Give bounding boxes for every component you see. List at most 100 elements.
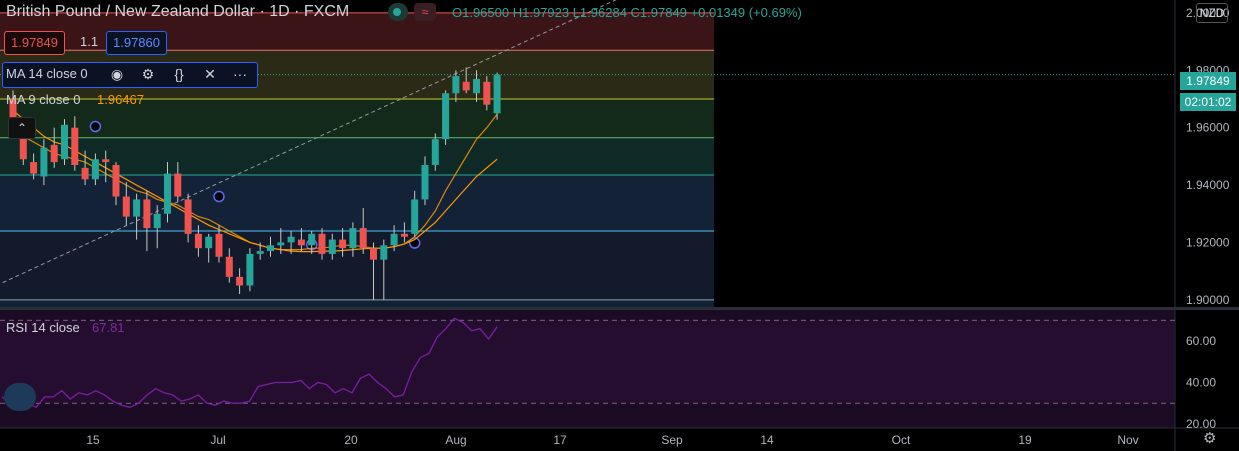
trend-line	[2, 0, 617, 284]
candle-body	[153, 213, 161, 229]
candle-body	[205, 236, 213, 249]
candle-body	[102, 159, 110, 163]
candle-body	[370, 248, 377, 260]
ma9-label: MA 9 close 0	[6, 92, 81, 107]
bar-countdown: 02:01:02	[1180, 93, 1236, 111]
fib-band	[0, 98, 714, 138]
candle-body	[184, 199, 192, 234]
candle-body	[277, 242, 285, 246]
buy-button[interactable]: 1.97860	[106, 31, 167, 55]
candle-body	[267, 245, 274, 252]
current-price-label: 1.97849	[1180, 72, 1236, 90]
time-tick-label: 17	[553, 433, 567, 447]
candle-body	[390, 233, 398, 246]
candle-body	[473, 78, 480, 94]
rsi-label: RSI 14 close	[6, 320, 80, 335]
candle-body	[349, 228, 357, 249]
candle-body	[236, 276, 244, 286]
market-status-icon[interactable]	[388, 3, 408, 21]
candle-body	[318, 233, 326, 254]
candle-body	[91, 159, 99, 180]
time-tick-label: Sep	[661, 433, 683, 447]
candle-body	[493, 74, 501, 114]
candle-body	[421, 164, 429, 200]
settings-gear-icon[interactable]: ⚙	[1203, 430, 1217, 447]
candle-body	[61, 124, 68, 160]
candle-body	[30, 162, 38, 174]
candle-body	[164, 173, 171, 214]
trend-anchor	[89, 120, 102, 133]
collapse-legend-button[interactable]: ⌃	[8, 117, 36, 139]
ma14-legend[interactable]	[2, 62, 258, 88]
candle-body	[339, 239, 347, 249]
candle-body	[19, 136, 27, 160]
candle-body	[174, 173, 182, 197]
candle-body	[50, 144, 58, 163]
candle-body	[297, 239, 305, 246]
rsi-tick-label: 20.00	[1186, 417, 1216, 431]
fib-band	[0, 137, 714, 176]
candle-body	[9, 98, 17, 134]
price-tick-label: 1.94000	[1186, 178, 1230, 192]
candle-body	[400, 233, 408, 237]
trend-anchor	[213, 190, 225, 203]
close-icon[interactable]: ✕	[204, 66, 216, 82]
candle-body	[40, 147, 48, 177]
rsi-tick-label: 40.00	[1186, 375, 1216, 389]
candle-body	[380, 245, 388, 260]
candle-body	[246, 253, 254, 286]
time-tick-label: Oct	[892, 433, 911, 447]
spread-value: 1.1	[80, 34, 99, 49]
candle-body	[71, 127, 79, 165]
candle-body	[215, 233, 223, 257]
tradingview-logo-icon[interactable]	[4, 383, 36, 411]
time-tick-label: Jul	[210, 433, 225, 447]
ma14-label: MA 14 close 0	[6, 66, 88, 81]
candle-body	[81, 167, 89, 180]
candle-body	[308, 233, 316, 246]
rsi-value: 67.81	[92, 320, 125, 335]
rsi-tick-label: 60.00	[1186, 334, 1216, 348]
sell-button[interactable]: 1.97849	[4, 31, 65, 55]
candle-body	[287, 236, 295, 243]
time-tick-label: 15	[86, 433, 100, 447]
candle-body	[411, 199, 419, 234]
time-tick-label: Aug	[445, 433, 466, 447]
time-tick-label: 14	[760, 433, 774, 447]
data-problem-icon[interactable]: ≈	[414, 3, 436, 21]
candle-body	[462, 81, 470, 91]
candle-body	[328, 239, 336, 254]
price-tick-label: 1.92000	[1186, 235, 1230, 249]
candle-body	[452, 76, 460, 94]
candle-body	[483, 81, 491, 105]
fib-band	[0, 230, 714, 300]
price-tick-label: 1.96000	[1186, 121, 1230, 135]
candle-body	[431, 139, 439, 165]
rsi-band	[0, 320, 1175, 404]
currency-badge[interactable]: NZD	[1196, 3, 1228, 23]
more-icon[interactable]: ···	[233, 66, 247, 82]
candle-body	[442, 93, 450, 140]
candle-body	[194, 233, 202, 249]
time-tick-label: 20	[344, 433, 358, 447]
symbol-title[interactable]: British Pound / New Zealand Dollar · 1D …	[6, 3, 350, 20]
candle-body	[122, 196, 130, 217]
candle-body	[225, 256, 233, 277]
candle-body	[256, 251, 264, 254]
candle-body	[112, 164, 120, 197]
ohlc-values: O1.96500 H1.97923 L1.96284 C1.97849 +0.0…	[452, 5, 802, 20]
time-tick-label: 19	[1018, 433, 1032, 447]
rsi-line	[1, 317, 498, 409]
time-tick-label: Nov	[1117, 433, 1138, 447]
candle-body	[143, 199, 151, 229]
ma9-value: 1.96467	[97, 92, 144, 107]
gear-icon[interactable]: ⚙	[141, 66, 155, 82]
fib-band	[0, 299, 714, 307]
source-code-icon[interactable]: {}	[174, 66, 184, 82]
fib-band	[0, 175, 714, 231]
candle-body	[133, 199, 141, 217]
price-tick-label: 1.90000	[1186, 293, 1230, 307]
candle-body	[359, 228, 367, 249]
eye-icon[interactable]: ◉	[110, 66, 124, 82]
